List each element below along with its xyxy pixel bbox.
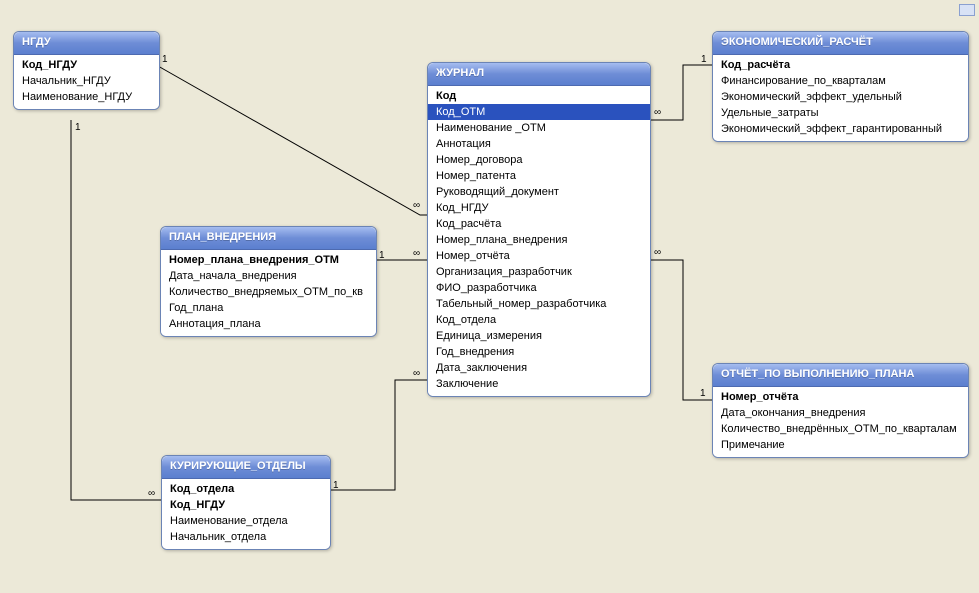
field-item[interactable]: Примечание <box>713 437 968 453</box>
table-title[interactable]: КУРИРУЮЩИЕ_ОТДЕЛЫ <box>162 456 330 479</box>
cardinality-label: ∞ <box>413 248 420 259</box>
field-item[interactable]: Наименование _ОТМ <box>428 120 650 136</box>
cardinality-label: 1 <box>379 250 385 261</box>
field-item[interactable]: Код_расчёта <box>713 57 968 73</box>
field-item[interactable]: Номер_договора <box>428 152 650 168</box>
field-item[interactable]: Руководящий_документ <box>428 184 650 200</box>
field-list: Код_отделаКод_НГДУНаименование_отделаНач… <box>162 479 330 549</box>
relationship-line-econ-journal[interactable] <box>649 65 712 120</box>
field-item[interactable]: Начальник_отдела <box>162 529 330 545</box>
field-list: КодКод_ОТМНаименование _ОТМАннотацияНоме… <box>428 86 650 396</box>
field-item[interactable]: Код_отдела <box>428 312 650 328</box>
relationship-line-kur-journal[interactable] <box>329 380 427 490</box>
field-list: Код_расчётаФинансирование_по_кварталамЭк… <box>713 55 968 141</box>
field-item[interactable]: Номер_отчёта <box>713 389 968 405</box>
field-item[interactable]: Наименование_отдела <box>162 513 330 529</box>
cardinality-label: 1 <box>333 480 339 491</box>
field-item[interactable]: Код_ОТМ <box>428 104 650 120</box>
cardinality-label: ∞ <box>413 200 420 211</box>
table-ngdu[interactable]: НГДУКод_НГДУНачальник_НГДУНаименование_Н… <box>13 31 160 110</box>
cardinality-label: ∞ <box>654 247 661 258</box>
table-title[interactable]: ОТЧЁТ_ПО ВЫПОЛНЕНИЮ_ПЛАНА <box>713 364 968 387</box>
field-item[interactable]: ФИО_разработчика <box>428 280 650 296</box>
table-journal[interactable]: ЖУРНАЛКодКод_ОТМНаименование _ОТМАннотац… <box>427 62 651 397</box>
field-item[interactable]: Дата_заключения <box>428 360 650 376</box>
field-item[interactable]: Год_внедрения <box>428 344 650 360</box>
table-econ[interactable]: ЭКОНОМИЧЕСКИЙ_РАСЧЁТКод_расчётаФинансиро… <box>712 31 969 142</box>
field-item[interactable]: Дата_окончания_внедрения <box>713 405 968 421</box>
table-title[interactable]: ЖУРНАЛ <box>428 63 650 86</box>
relationship-line-ngdu-kur[interactable] <box>71 120 161 500</box>
field-item[interactable]: Заключение <box>428 376 650 392</box>
table-title[interactable]: НГДУ <box>14 32 159 55</box>
cardinality-label: ∞ <box>148 488 155 499</box>
field-item[interactable]: Код_отдела <box>162 481 330 497</box>
field-item[interactable]: Аннотация <box>428 136 650 152</box>
field-item[interactable]: Наименование_НГДУ <box>14 89 159 105</box>
field-item[interactable]: Код_НГДУ <box>162 497 330 513</box>
field-item[interactable]: Код <box>428 88 650 104</box>
cardinality-label: 1 <box>700 388 706 399</box>
field-item[interactable]: Аннотация_плана <box>161 316 376 332</box>
cardinality-label: 1 <box>701 54 707 65</box>
field-item[interactable]: Номер_патента <box>428 168 650 184</box>
relationship-line-report-journal[interactable] <box>649 260 712 400</box>
field-item[interactable]: Дата_начала_внедрения <box>161 268 376 284</box>
field-item[interactable]: Единица_измерения <box>428 328 650 344</box>
field-item[interactable]: Табельный_номер_разработчика <box>428 296 650 312</box>
field-item[interactable]: Экономический_эффект_гарантированный <box>713 121 968 137</box>
table-title[interactable]: ЭКОНОМИЧЕСКИЙ_РАСЧЁТ <box>713 32 968 55</box>
field-item[interactable]: Количество_внедрённых_ОТМ_по_кварталам <box>713 421 968 437</box>
field-item[interactable]: Код_НГДУ <box>14 57 159 73</box>
field-item[interactable]: Количество_внедряемых_ОТМ_по_кв <box>161 284 376 300</box>
cardinality-label: 1 <box>162 54 168 65</box>
field-item[interactable]: Год_плана <box>161 300 376 316</box>
table-plan[interactable]: ПЛАН_ВНЕДРЕНИЯНомер_плана_внедрения_ОТМД… <box>160 226 377 337</box>
field-item[interactable]: Экономический_эффект_удельный <box>713 89 968 105</box>
window-options-icon[interactable] <box>959 4 975 16</box>
table-title[interactable]: ПЛАН_ВНЕДРЕНИЯ <box>161 227 376 250</box>
field-item[interactable]: Код_расчёта <box>428 216 650 232</box>
field-item[interactable]: Номер_плана_внедрения <box>428 232 650 248</box>
field-item[interactable]: Код_НГДУ <box>428 200 650 216</box>
cardinality-label: ∞ <box>413 368 420 379</box>
field-item[interactable]: Организация_разработчик <box>428 264 650 280</box>
field-list: Номер_отчётаДата_окончания_внедренияКоли… <box>713 387 968 457</box>
field-list: Код_НГДУНачальник_НГДУНаименование_НГДУ <box>14 55 159 109</box>
cardinality-label: 1 <box>75 122 81 133</box>
field-item[interactable]: Финансирование_по_кварталам <box>713 73 968 89</box>
field-item[interactable]: Начальник_НГДУ <box>14 73 159 89</box>
cardinality-label: ∞ <box>654 107 661 118</box>
table-report[interactable]: ОТЧЁТ_ПО ВЫПОЛНЕНИЮ_ПЛАНАНомер_отчётаДат… <box>712 363 969 458</box>
field-item[interactable]: Удельные_затраты <box>713 105 968 121</box>
field-item[interactable]: Номер_отчёта <box>428 248 650 264</box>
field-list: Номер_плана_внедрения_ОТМДата_начала_вне… <box>161 250 376 336</box>
relationship-line-ngdu-journal[interactable] <box>158 66 427 215</box>
table-kur[interactable]: КУРИРУЮЩИЕ_ОТДЕЛЫКод_отделаКод_НГДУНаиме… <box>161 455 331 550</box>
relationship-canvas[interactable]: 1∞1∞1∞1∞1∞1∞НГДУКод_НГДУНачальник_НГДУНа… <box>0 0 979 593</box>
field-item[interactable]: Номер_плана_внедрения_ОТМ <box>161 252 376 268</box>
